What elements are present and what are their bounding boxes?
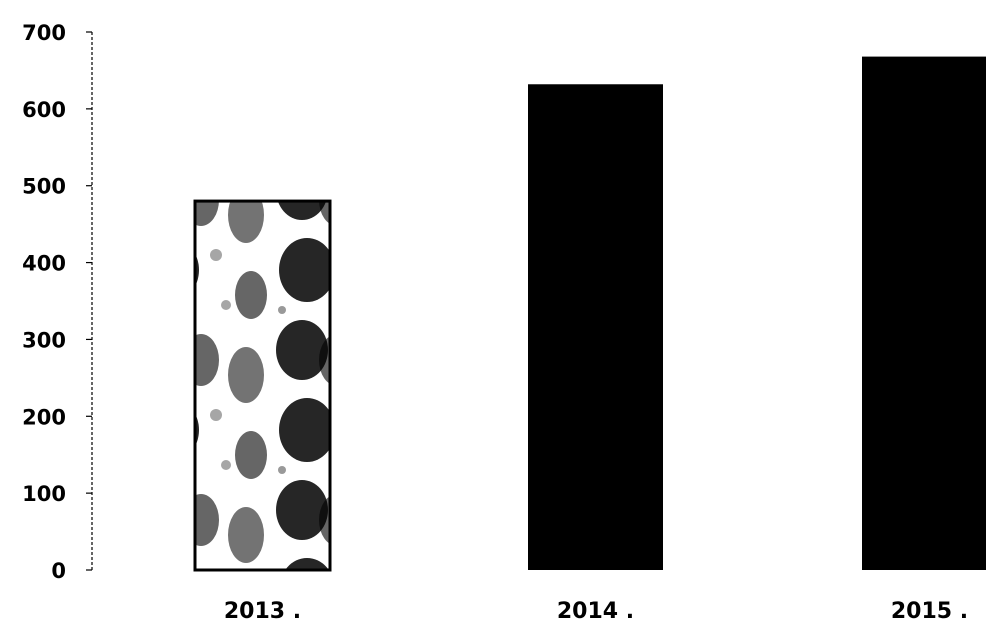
bar-2014 bbox=[528, 84, 663, 571]
y-tick-label: 0 bbox=[51, 559, 66, 583]
y-tick-label: 100 bbox=[22, 482, 66, 506]
y-tick-label: 300 bbox=[22, 328, 66, 352]
y-tick-label: 700 bbox=[22, 21, 66, 45]
bar-2013 bbox=[193, 199, 332, 572]
y-tick-label: 200 bbox=[22, 405, 66, 429]
y-tick-label: 500 bbox=[22, 175, 66, 199]
x-category-label: 2013 . bbox=[224, 599, 301, 624]
y-tick-label: 600 bbox=[22, 98, 66, 122]
bar-2015 bbox=[862, 56, 986, 570]
y-tick-label: 400 bbox=[22, 252, 66, 276]
x-category-label: 2015 . bbox=[891, 599, 968, 624]
x-category-label: 2014 . bbox=[557, 599, 634, 624]
